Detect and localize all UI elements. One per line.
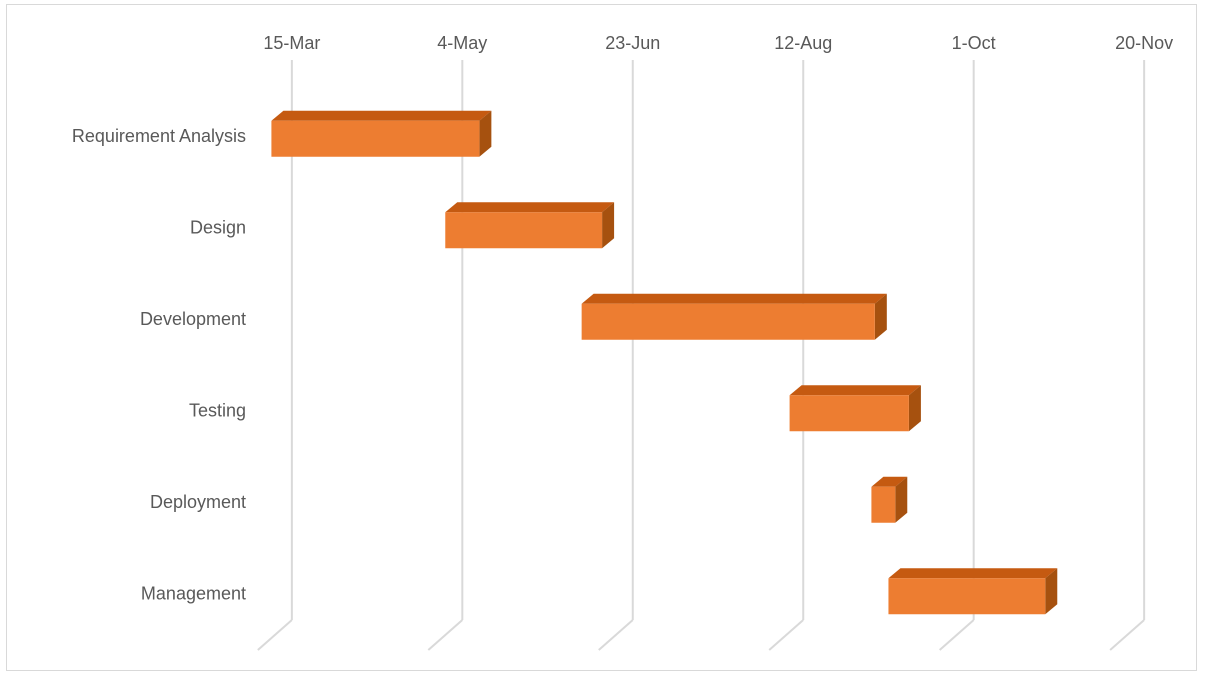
gantt-bar-front <box>888 578 1046 615</box>
chart-border <box>6 4 1197 671</box>
gantt-bar <box>445 202 615 249</box>
gantt-bar <box>871 476 908 523</box>
gantt-bar-side <box>874 293 887 340</box>
gantt-bar-top <box>271 110 492 121</box>
x-tick-label: 12-Aug <box>774 33 832 53</box>
gridline-foot <box>768 619 804 651</box>
x-tick-label: 20-Nov <box>1115 33 1173 53</box>
x-tick-label: 4-May <box>437 33 487 53</box>
gantt-bar-front <box>271 120 480 157</box>
gantt-bar <box>581 293 887 340</box>
gantt-bar-top <box>581 293 887 304</box>
gantt-bar-side <box>1045 568 1058 615</box>
gridline-foot <box>257 619 293 651</box>
category-label: Management <box>141 583 246 603</box>
category-label: Development <box>140 309 246 329</box>
x-tick-label: 23-Jun <box>605 33 660 53</box>
category-label: Testing <box>189 400 246 420</box>
gantt-bar <box>789 385 921 432</box>
gantt-bar-top <box>871 476 908 487</box>
gantt-bar-top <box>888 568 1058 579</box>
gridline-foot <box>427 619 463 651</box>
x-tick-label: 15-Mar <box>263 33 320 53</box>
gridline-foot <box>939 619 975 651</box>
gantt-bar <box>271 110 492 157</box>
gridline-foot <box>598 619 634 651</box>
gridline-foot <box>1109 619 1145 651</box>
gantt-bar-side <box>895 476 908 523</box>
gantt-bar-side <box>602 202 615 249</box>
gantt-bar-front <box>445 212 603 249</box>
category-label: Deployment <box>150 492 246 512</box>
gantt-bar-top <box>789 385 921 396</box>
gantt-bar-front <box>581 303 875 340</box>
gantt-bar-front <box>871 486 896 523</box>
gantt-bar-side <box>908 385 921 432</box>
gantt-bar-top <box>445 202 615 213</box>
category-label: Requirement Analysis <box>72 126 246 146</box>
gantt-bar-side <box>479 110 492 157</box>
x-tick-label: 1-Oct <box>952 33 996 53</box>
gantt-bar-front <box>789 395 909 432</box>
category-label: Design <box>190 217 246 237</box>
gantt-bar <box>888 568 1058 615</box>
